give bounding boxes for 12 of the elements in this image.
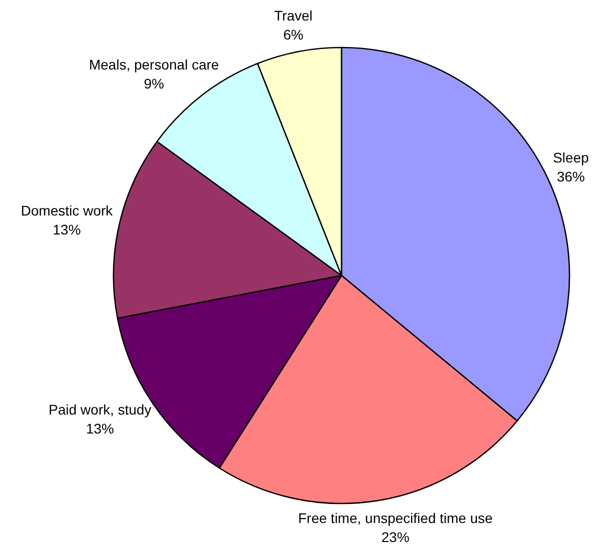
data-label: 6%	[283, 26, 304, 43]
data-label: 13%	[52, 221, 81, 238]
slice-label: Meals, personal care	[88, 56, 220, 73]
data-label: 36%	[556, 168, 585, 184]
data-label: 9%	[144, 76, 164, 92]
data-label: 13%	[86, 420, 114, 436]
slice-label: Sleep	[552, 149, 589, 166]
slice-label: Domestic work	[20, 202, 114, 218]
slice-label: Free time, unspecified time use	[298, 510, 493, 526]
data-label: 23%	[381, 528, 410, 545]
slice-label: Travel	[274, 8, 313, 24]
slice-label: Paid work, study	[48, 401, 152, 418]
